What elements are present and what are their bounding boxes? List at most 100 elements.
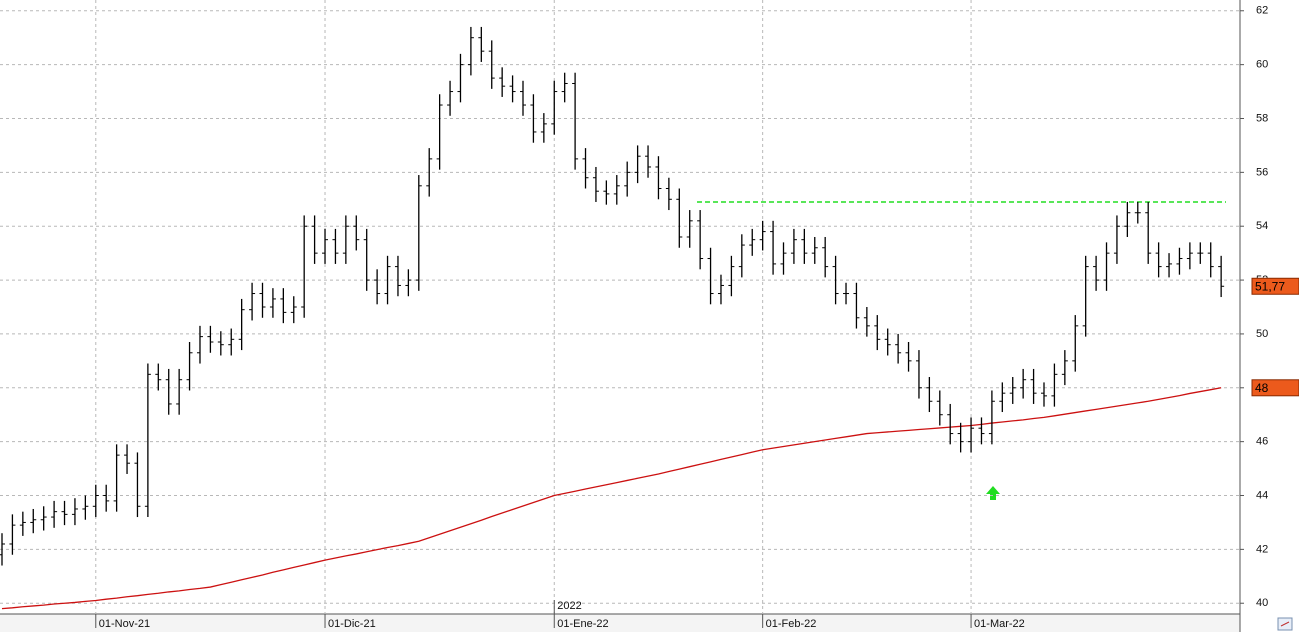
x-tick-label: 01-Dic-21 xyxy=(328,618,376,630)
ohlc-bar xyxy=(874,315,881,351)
ohlc-bar xyxy=(280,288,287,324)
ohlc-bar xyxy=(1041,382,1047,407)
ohlc-bar xyxy=(520,80,526,116)
ohlc-bar xyxy=(488,40,495,89)
ohlc-bar xyxy=(1061,350,1068,386)
ohlc-bar xyxy=(540,113,547,143)
ohlc-bar xyxy=(103,484,110,512)
ohlc-bar xyxy=(1145,201,1152,264)
last-price-badge-text: 51,77 xyxy=(1255,279,1285,293)
ohlc-bar xyxy=(853,282,860,329)
corner-icon xyxy=(1277,617,1293,631)
ohlc-bar xyxy=(1197,242,1204,264)
y-tick-label: 46 xyxy=(1256,436,1268,448)
ohlc-bar xyxy=(686,210,693,248)
last-price-badge-box xyxy=(1251,277,1299,295)
ohlc-bar xyxy=(582,148,589,189)
ohlc-bar xyxy=(113,444,120,512)
ohlc-bar xyxy=(717,274,724,305)
ohlc-bar xyxy=(1124,201,1131,237)
ohlc-bar xyxy=(655,156,662,200)
ohlc-bar xyxy=(1072,315,1079,372)
ohlc-bar xyxy=(936,390,943,426)
ohlc-bar xyxy=(530,94,537,143)
ohlc-bar xyxy=(551,80,558,135)
ohlc-bar xyxy=(165,368,172,415)
moving-average-badge-box xyxy=(1251,379,1299,397)
ohlc-bar xyxy=(30,508,37,534)
ohlc-bar xyxy=(363,228,370,291)
ohlc-bar xyxy=(1218,255,1225,298)
x-tick-label: 01-Feb-22 xyxy=(766,618,817,630)
ohlc-bar xyxy=(290,296,297,324)
ohlc-bar xyxy=(1176,247,1183,275)
ohlc-bar xyxy=(311,215,318,264)
y-tick-label: 60 xyxy=(1256,59,1268,71)
ohlc-bar xyxy=(457,53,464,103)
y-tick-label: 42 xyxy=(1256,543,1268,555)
ohlc-bar xyxy=(738,234,745,278)
ohlc-bar xyxy=(863,307,870,337)
ohlc-bar xyxy=(843,282,850,305)
y-tick-label: 44 xyxy=(1256,489,1268,501)
ohlc-bar xyxy=(603,180,610,205)
ohlc-bar xyxy=(394,255,401,297)
ohlc-bar xyxy=(1020,368,1027,399)
y-tick-label: 62 xyxy=(1256,5,1268,17)
ohlc-bar xyxy=(999,382,1006,413)
ohlc-bar xyxy=(71,498,78,526)
ohlc-bar xyxy=(801,228,808,264)
moving-average-badge-text: 48 xyxy=(1255,381,1269,395)
ohlc-bar xyxy=(499,67,506,97)
ohlc-bar xyxy=(1134,201,1141,224)
ohlc-bar xyxy=(436,94,443,170)
ohlc-bar xyxy=(269,288,276,318)
ohlc-bar xyxy=(790,228,797,264)
ohlc-bar xyxy=(1207,242,1214,278)
x-tick-label: 01-Mar-22 xyxy=(974,618,1025,630)
ohlc-bar xyxy=(353,215,360,251)
ohlc-bar xyxy=(676,188,683,248)
ohlc-bar xyxy=(613,175,620,205)
ohlc-bar xyxy=(332,228,339,264)
ohlc-bar xyxy=(9,514,16,555)
ohlc-bar xyxy=(832,255,839,305)
ohlc-bar xyxy=(1103,242,1110,291)
ohlc-bar xyxy=(707,247,714,305)
ohlc-bar xyxy=(1186,242,1193,270)
ohlc-bar xyxy=(915,350,922,399)
x-axis-band xyxy=(0,614,1240,632)
ohlc-bar xyxy=(82,495,89,520)
ohlc-bar xyxy=(988,390,995,445)
ohlc-bar xyxy=(572,72,579,170)
x-tick-label: 01-Ene-22 xyxy=(557,618,608,630)
ohlc-bar xyxy=(561,72,568,103)
ohlc-bar xyxy=(780,242,787,275)
ohlc-bar xyxy=(645,145,652,178)
y-tick-label: 50 xyxy=(1256,328,1268,340)
ohlc-bar xyxy=(426,148,433,197)
ohlc-bar xyxy=(0,533,5,566)
ohlc-bar xyxy=(509,75,516,103)
ohlc-bar xyxy=(249,282,256,321)
y-tick-label: 58 xyxy=(1256,112,1268,124)
ohlc-bar xyxy=(1030,368,1037,404)
ohlc-bar xyxy=(238,298,245,351)
ohlc-bar xyxy=(905,342,912,372)
ohlc-bar xyxy=(322,228,329,264)
ohlc-bar xyxy=(196,325,203,364)
ohlc-bar xyxy=(207,325,214,353)
buy-arrow xyxy=(986,486,1000,500)
ohlc-bar xyxy=(665,177,672,211)
ohlc-bar xyxy=(228,328,235,356)
ohlc-bar xyxy=(415,175,422,291)
ohlc-bar xyxy=(592,166,599,202)
y-tick-label: 56 xyxy=(1256,166,1268,178)
y-tick-label: 40 xyxy=(1256,597,1268,609)
ohlc-bar xyxy=(301,215,308,318)
ohlc-bar xyxy=(124,444,131,474)
ohlc-bar xyxy=(811,236,818,264)
ohlc-bar xyxy=(51,500,58,528)
